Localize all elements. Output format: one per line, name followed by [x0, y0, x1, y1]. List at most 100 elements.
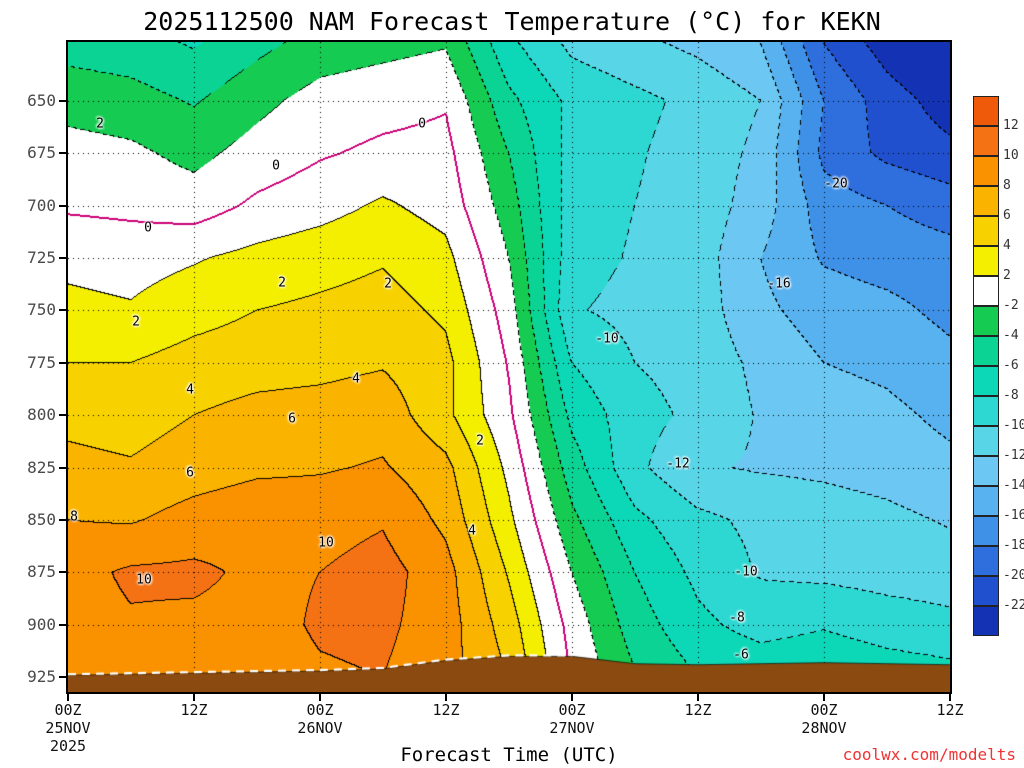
time-tick	[949, 694, 951, 701]
time-tick-label: 12Z	[684, 701, 712, 719]
colorbar-tick-label: 8	[1003, 178, 1011, 193]
colorbar-swatch	[973, 216, 999, 246]
contour-label: 2	[278, 275, 286, 291]
contour-label: 6	[186, 465, 194, 481]
colorbar-tick-label: -12	[1003, 448, 1024, 463]
colorbar-tick-label: -18	[1003, 538, 1024, 553]
colorbar-swatch	[973, 486, 999, 516]
pressure-tick-label: 850	[27, 510, 56, 530]
contour-label: 10	[136, 572, 152, 588]
contour-label: 8	[70, 509, 78, 525]
time-tick	[823, 694, 825, 701]
pressure-tick-label: 725	[27, 247, 56, 267]
pressure-tick	[59, 361, 66, 364]
day-label: 26NOV	[297, 719, 343, 737]
pressure-tick	[59, 152, 66, 155]
colorbar-tick-label: -4	[1003, 328, 1019, 343]
time-tick	[571, 694, 573, 701]
colorbar-swatch	[973, 96, 999, 126]
contour-label: 2	[132, 314, 140, 330]
colorbar-tick-label: -20	[1003, 568, 1024, 583]
contour-label: 2	[476, 433, 484, 449]
colorbar-swatch	[973, 276, 999, 306]
contour-label: -8	[729, 610, 745, 626]
colorbar-tick-label: -6	[1003, 358, 1019, 373]
pressure-tick	[59, 414, 66, 417]
pressure-tick	[59, 519, 66, 522]
time-tick	[319, 694, 321, 701]
time-tick-label: 12Z	[432, 701, 460, 719]
pressure-tick-label: 750	[27, 300, 56, 320]
contour-label: 4	[352, 371, 360, 387]
contour-label: -6	[733, 647, 749, 663]
pressure-tick	[59, 623, 66, 626]
colorbar-tick-label: 4	[1003, 238, 1011, 253]
pressure-tick	[59, 309, 66, 312]
colorbar-tick-label: 10	[1003, 148, 1019, 163]
colorbar-swatch	[973, 606, 999, 636]
pressure-tick-label: 800	[27, 405, 56, 425]
watermark: coolwx.com/modelts	[842, 745, 1016, 764]
pressure-tick-label: 675	[27, 143, 56, 163]
plot-frame	[66, 40, 952, 694]
pressure-tick	[59, 676, 66, 679]
time-tick	[697, 694, 699, 701]
chart-title: 2025112500 NAM Forecast Temperature (°C)…	[143, 7, 881, 36]
contour-label: 4	[186, 382, 194, 398]
contour-label: 6	[288, 411, 296, 427]
colorbar-tick-label: -2	[1003, 298, 1019, 313]
contour-label: 0	[144, 220, 152, 236]
day-label: 28NOV	[801, 719, 847, 737]
contour-label: 2	[384, 276, 392, 292]
pressure-tick	[59, 256, 66, 259]
colorbar-swatch	[973, 156, 999, 186]
colorbar-swatch	[973, 516, 999, 546]
colorbar-tick-label: 6	[1003, 208, 1011, 223]
colorbar-swatch	[973, 456, 999, 486]
day-label: 27NOV	[549, 719, 595, 737]
colorbar-swatch	[973, 126, 999, 156]
pressure-tick-label: 925	[27, 667, 56, 687]
colorbar-tick-label: 2	[1003, 268, 1011, 283]
contour-label: 0	[418, 116, 426, 132]
colorbar-tick-label: -8	[1003, 388, 1019, 403]
pressure-tick-label: 650	[27, 90, 56, 110]
colorbar-tick-label: -10	[1003, 418, 1024, 433]
day-label: 25NOV	[45, 719, 91, 737]
contour-label: -16	[767, 276, 791, 292]
contour-label: -20	[824, 176, 848, 192]
colorbar-swatch	[973, 366, 999, 396]
contour-label: -10	[595, 331, 619, 347]
time-tick-label: 00Z	[810, 701, 838, 719]
pressure-tick	[59, 466, 66, 469]
colorbar-swatch	[973, 336, 999, 366]
time-tick	[67, 694, 69, 701]
colorbar-swatch	[973, 306, 999, 336]
time-tick-label: 12Z	[936, 701, 964, 719]
contour-plot-canvas	[68, 42, 950, 692]
colorbar-tick-label: -14	[1003, 478, 1024, 493]
contour-label: 4	[468, 523, 476, 539]
contour-label: 0	[272, 158, 280, 174]
pressure-tick	[59, 99, 66, 102]
pressure-tick	[59, 571, 66, 574]
time-tick	[445, 694, 447, 701]
contour-label: 2	[96, 116, 104, 132]
colorbar-swatch	[973, 186, 999, 216]
pressure-tick-label: 900	[27, 614, 56, 634]
time-tick	[193, 694, 195, 701]
x-axis-title: Forecast Time (UTC)	[400, 744, 618, 766]
time-tick-label: 00Z	[54, 701, 82, 719]
time-tick-label: 00Z	[558, 701, 586, 719]
year-label: 2025	[49, 737, 87, 755]
colorbar-tick-label: -16	[1003, 508, 1024, 523]
pressure-tick-label: 775	[27, 352, 56, 372]
time-tick-label: 00Z	[306, 701, 334, 719]
colorbar-swatch	[973, 546, 999, 576]
colorbar-swatch	[973, 396, 999, 426]
colorbar-tick-label: 12	[1003, 118, 1019, 133]
contour-label: 10	[318, 535, 334, 551]
pressure-tick-label: 875	[27, 562, 56, 582]
colorbar-swatch	[973, 576, 999, 606]
